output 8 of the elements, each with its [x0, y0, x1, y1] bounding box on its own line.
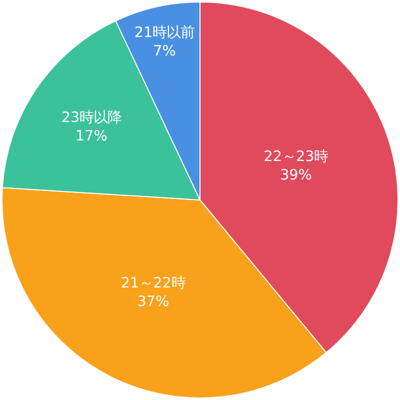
slice-label: 23時以降 — [61, 110, 122, 126]
slice-label: 22～23時 — [264, 149, 328, 166]
data-label: 39% — [280, 168, 312, 184]
data-label: 37% — [137, 294, 170, 310]
data-label: 17% — [76, 128, 108, 145]
data-label: 7% — [153, 44, 176, 60]
slice-label: 21～22時 — [120, 276, 186, 292]
slice-label: 21時以前 — [134, 24, 195, 41]
